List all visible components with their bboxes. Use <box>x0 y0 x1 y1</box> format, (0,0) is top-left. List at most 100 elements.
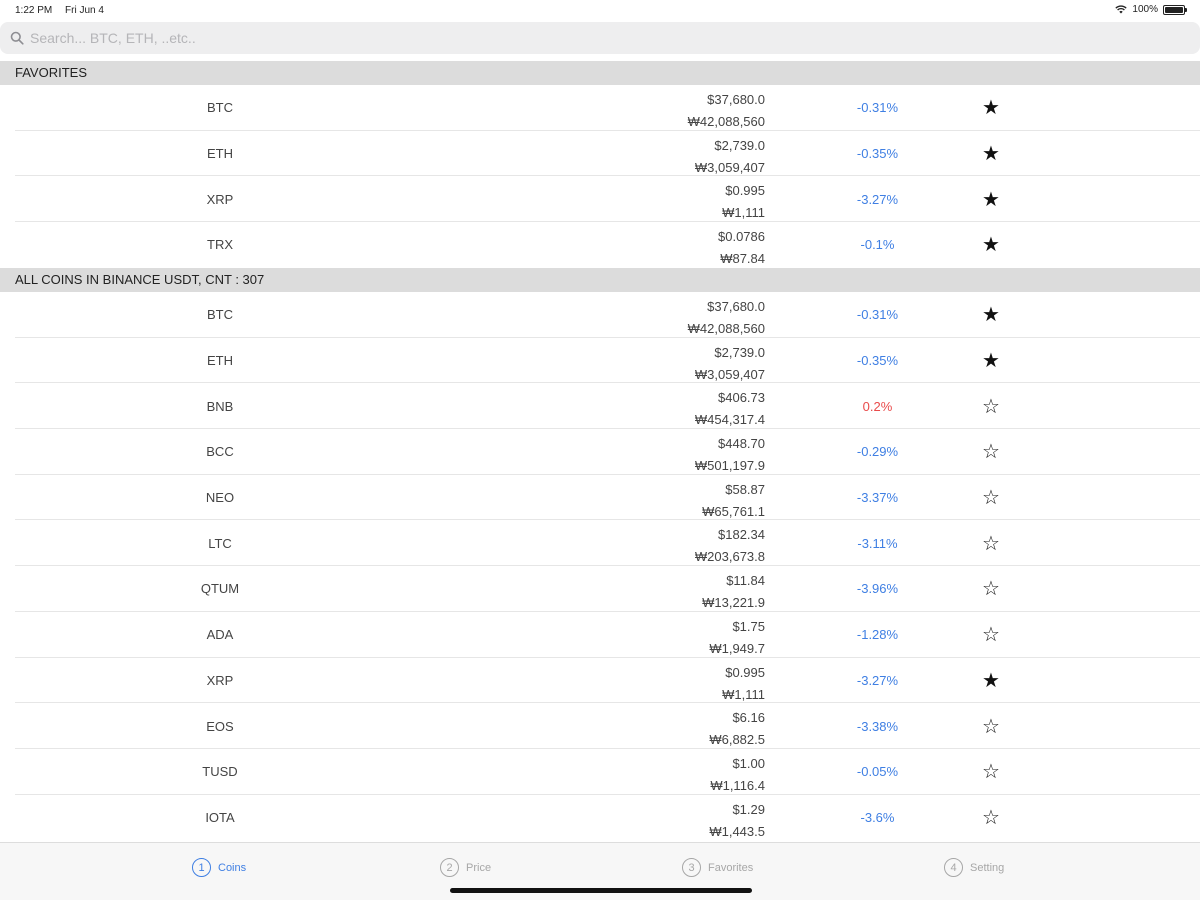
coin-row[interactable]: QTUM $11.84 ₩13,221.9 -3.96% ☆ <box>0 566 1200 612</box>
tab-favorites-label: Favorites <box>708 861 754 874</box>
coin-symbol: TRX <box>207 237 233 253</box>
favorite-star-icon[interactable]: ★ <box>982 143 1000 166</box>
favorite-star-icon[interactable]: ☆ <box>982 532 1000 555</box>
favorite-star-icon[interactable]: ★ <box>982 188 1000 211</box>
coin-row[interactable]: ETH $2,739.0 ₩3,059,407 -0.35% ★ <box>0 338 1200 384</box>
favorite-star-icon[interactable]: ☆ <box>982 806 1000 829</box>
coin-symbol: XRP <box>206 672 234 688</box>
tab-setting[interactable]: 4 Setting <box>944 858 1004 877</box>
coin-symbol: LTC <box>208 535 232 551</box>
tab-price-number-icon: 2 <box>440 858 459 877</box>
coin-prices: $37,680.0 ₩42,088,560 <box>688 89 765 133</box>
favorite-star-icon[interactable]: ☆ <box>982 761 1000 784</box>
coin-price-usd: $37,680.0 <box>707 92 765 107</box>
coin-symbol: IOTA <box>205 809 235 825</box>
coin-change: -0.31% <box>856 100 899 116</box>
favorite-star-icon[interactable]: ☆ <box>982 578 1000 601</box>
coin-change: -0.1% <box>860 237 895 253</box>
coin-row[interactable]: BTC $37,680.0 ₩42,088,560 -0.31% ★ <box>0 292 1200 338</box>
coin-row[interactable]: ETH $2,739.0 ₩3,059,407 -0.35% ★ <box>0 131 1200 177</box>
coin-price-krw: ₩6,882.5 <box>709 732 765 748</box>
coin-prices: $1.29 ₩1,443.5 <box>709 799 765 843</box>
favorite-star-icon[interactable]: ☆ <box>982 441 1000 464</box>
coin-change: -3.37% <box>856 490 899 506</box>
coin-price-usd: $448.70 <box>718 436 765 452</box>
coin-symbol: EOS <box>206 718 234 734</box>
coin-symbol: QTUM <box>200 581 240 597</box>
coin-prices: $0.995 ₩1,111 <box>722 662 765 706</box>
coin-row[interactable]: TUSD $1.00 ₩1,116.4 -0.05% ☆ <box>0 749 1200 795</box>
coin-change: -3.27% <box>856 191 899 207</box>
coin-price-krw: ₩1,116.4 <box>710 777 765 793</box>
coin-symbol: BTC <box>207 307 233 323</box>
tab-favorites[interactable]: 3 Favorites <box>682 858 753 877</box>
coin-row[interactable]: ADA $1.75 ₩1,949.7 -1.28% ☆ <box>0 612 1200 658</box>
coin-prices: $182.34 ₩203,673.8 <box>695 524 765 568</box>
coin-row[interactable]: TRX $0.0786 ₩87.84 -0.1% ★ <box>0 222 1200 268</box>
wifi-icon <box>1115 5 1128 14</box>
favorite-star-icon[interactable]: ☆ <box>982 487 1000 510</box>
coin-change: -0.29% <box>856 444 899 460</box>
tab-price[interactable]: 2 Price <box>440 858 491 877</box>
coin-row[interactable]: BTC $37,680.0 ₩42,088,560 -0.31% ★ <box>0 85 1200 131</box>
coin-symbol: BCC <box>206 444 234 460</box>
coin-price-krw: ₩454,317.4 <box>694 412 765 428</box>
battery-percent: 100% <box>1132 4 1158 15</box>
battery-icon <box>1163 4 1187 15</box>
coin-price-krw: ₩203,673.8 <box>694 549 765 565</box>
all-coins-list: BTC $37,680.0 ₩42,088,560 -0.31% ★ ETH $2,739.… <box>0 292 1200 840</box>
coin-change: -0.35% <box>856 353 899 369</box>
status-left: 1:22 PM Fri Jun 4 <box>15 5 114 16</box>
coin-row[interactable]: XRP $0.995 ₩1,111 -3.27% ★ <box>0 176 1200 222</box>
favorite-star-icon[interactable]: ★ <box>982 97 1000 120</box>
coin-price-usd: $182.34 <box>718 527 765 543</box>
coin-change: -0.35% <box>856 146 899 162</box>
coin-prices: $1.75 ₩1,949.7 <box>709 616 765 660</box>
coin-price-krw: ₩1,111 <box>722 686 765 702</box>
coin-price-usd: $58.87 <box>725 481 765 497</box>
coin-change: 0.2% <box>862 398 893 414</box>
favorites-list: BTC $37,680.0 ₩42,088,560 -0.31% ★ ETH $2,739.… <box>0 85 1200 268</box>
coin-price-krw: ₩3,059,407 <box>694 366 765 382</box>
coin-change: -1.28% <box>856 627 899 643</box>
coin-price-usd: $2,739.0 <box>714 137 765 153</box>
coin-price-usd: $1.29 <box>732 801 765 817</box>
tab-coins[interactable]: 1 Coins <box>192 858 246 877</box>
coin-price-krw: ₩87.84 <box>720 251 765 267</box>
coin-row[interactable]: XRP $0.995 ₩1,111 -3.27% ★ <box>0 658 1200 704</box>
search-icon <box>10 31 24 45</box>
coin-symbol: ETH <box>207 353 233 369</box>
coin-price-krw: ₩13,221.9 <box>702 595 765 611</box>
coin-row[interactable]: BCC $448.70 ₩501,197.9 -0.29% ☆ <box>0 429 1200 475</box>
coin-row[interactable]: EOS $6.16 ₩6,882.5 -3.38% ☆ <box>0 703 1200 749</box>
coin-row[interactable]: LTC $182.34 ₩203,673.8 -3.11% ☆ <box>0 520 1200 566</box>
coin-prices: $2,739.0 ₩3,059,407 <box>695 135 765 179</box>
home-indicator <box>450 888 752 893</box>
coin-change: -0.31% <box>856 307 899 323</box>
coin-row[interactable]: NEO $58.87 ₩65,761.1 -3.37% ☆ <box>0 475 1200 521</box>
coin-row[interactable]: BNB $406.73 ₩454,317.4 0.2% ☆ <box>0 383 1200 429</box>
favorite-star-icon[interactable]: ☆ <box>982 395 1000 418</box>
favorite-star-icon[interactable]: ★ <box>982 234 1000 257</box>
coin-price-krw: ₩65,761.1 <box>702 503 765 519</box>
status-right: 100% <box>1115 4 1187 15</box>
favorite-star-icon[interactable]: ☆ <box>982 715 1000 738</box>
favorite-star-icon[interactable]: ★ <box>982 350 1000 373</box>
favorite-star-icon[interactable]: ★ <box>982 304 1000 327</box>
coin-symbol: BTC <box>207 100 233 116</box>
coin-prices: $37,680.0 ₩42,088,560 <box>688 296 765 340</box>
coin-price-usd: $0.995 <box>725 183 765 199</box>
coin-price-usd: $6.16 <box>732 710 765 726</box>
status-date: Fri Jun 4 <box>65 5 104 16</box>
coin-row[interactable]: IOTA $1.29 ₩1,443.5 -3.6% ☆ <box>0 795 1200 841</box>
coin-price-krw: ₩42,088,560 <box>687 114 765 129</box>
all-coins-header: ALL COINS IN BINANCE USDT, CNT : 307 <box>0 268 1200 292</box>
coin-price-usd: $0.0786 <box>718 229 765 245</box>
coin-symbol: BNB <box>206 398 234 414</box>
favorite-star-icon[interactable]: ☆ <box>982 624 1000 647</box>
favorite-star-icon[interactable]: ★ <box>982 669 1000 692</box>
search-input[interactable] <box>30 30 1180 46</box>
search-bar[interactable] <box>0 22 1200 54</box>
coin-price-usd: $2,739.0 <box>714 344 765 360</box>
coin-symbol: TUSD <box>202 764 238 780</box>
